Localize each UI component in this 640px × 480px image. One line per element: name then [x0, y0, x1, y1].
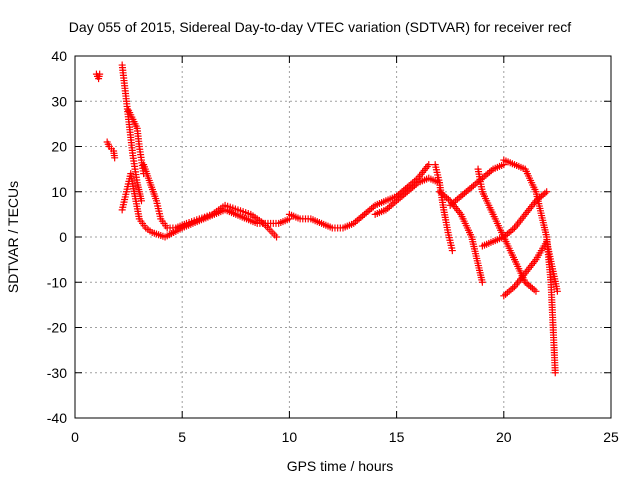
data-point [478, 278, 486, 286]
y-tick-label: -30 [47, 365, 67, 381]
x-tick-label: 0 [71, 429, 79, 445]
grid-lines [74, 55, 612, 419]
y-tick-label: 30 [51, 93, 67, 109]
tick-labels: 0 5 10 15 20 25 -40 -30 -20 -10 0 10 20 30 40 [47, 48, 619, 445]
series-arc-b [103, 138, 119, 162]
y-tick-label: 0 [59, 229, 67, 245]
series-arc-j [435, 188, 486, 286]
series-arc-o [500, 238, 561, 300]
series-arc-h [371, 174, 443, 218]
chart-title: Day 055 of 2015, Sidereal Day-to-day VTE… [69, 19, 571, 35]
x-tick-label: 20 [496, 429, 512, 445]
y-tick-label: -40 [47, 410, 67, 426]
data-point [425, 161, 433, 169]
data-points [92, 61, 561, 377]
x-tick-label: 15 [389, 429, 405, 445]
series-arc-a [92, 70, 104, 83]
y-tick-label: 40 [51, 48, 67, 64]
x-tick-label: 25 [603, 429, 619, 445]
y-tick-label: 20 [51, 139, 67, 155]
series-arc-c [118, 61, 145, 205]
series-arc-f [140, 161, 281, 241]
data-point [551, 369, 559, 377]
x-tick-label: 10 [282, 429, 298, 445]
data-point [273, 233, 281, 241]
data-point [553, 287, 561, 295]
y-tick-label: 10 [51, 184, 67, 200]
data-point [96, 70, 104, 78]
data-point [532, 287, 540, 295]
plot-frame [74, 55, 612, 419]
data-point [111, 154, 119, 162]
data-point [448, 247, 456, 255]
series-arc-m [478, 188, 551, 250]
y-tick-label: -20 [47, 320, 67, 336]
x-tick-label: 5 [178, 429, 186, 445]
x-axis-label: GPS time / hours [287, 458, 394, 474]
y-tick-label: -10 [47, 274, 67, 290]
y-axis-label: SDTVAR / TECUs [5, 181, 21, 293]
data-point [543, 188, 551, 196]
